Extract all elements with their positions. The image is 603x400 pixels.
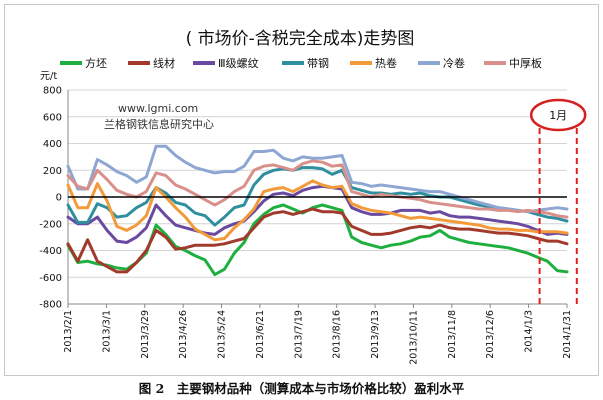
x-tick-label: 2013/11/8 [447, 310, 458, 359]
y-tick-label: 0 [56, 193, 62, 204]
x-tick-label: 2013/3/1 [101, 310, 112, 353]
plot-lines [66, 144, 569, 277]
legend: 方坯 线材 Ⅲ级螺纹 带钢 热卷 冷卷 中厚板 [60, 56, 542, 70]
gridlines [67, 89, 567, 305]
series-line-5 [66, 144, 569, 214]
y-axis-ticks: -800 -600 -400 -200 0 200 400 600 800 [39, 86, 62, 311]
legend-label-5: 冷卷 [443, 56, 465, 70]
y-axis-unit-label: 元/t [40, 71, 57, 82]
x-tick-label: 2013/8/16 [332, 310, 343, 359]
legend-label-4: 热卷 [375, 56, 397, 70]
series-line-4 [66, 179, 569, 242]
x-tick-label: 2014/1/31 [562, 310, 573, 359]
x-axis-ticks: 2013/2/1 2013/3/1 2013/3/29 2013/4/26 2013/5… [63, 304, 573, 365]
y-tick-label: 600 [43, 112, 62, 123]
y-tick-label: 400 [43, 139, 62, 150]
legend-label-1: 线材 [153, 56, 175, 70]
x-tick-label: 2013/5/24 [217, 310, 228, 359]
y-tick-label: 200 [43, 166, 62, 177]
watermark-org: 兰格钢铁信息研究中心 [104, 117, 214, 131]
x-tick-label: 2013/7/19 [293, 310, 304, 359]
y-tick-label: -600 [39, 273, 62, 284]
annotation-ellipse [529, 98, 587, 132]
january-annotation: 1月 [529, 98, 587, 304]
x-tick-label: 2013/3/29 [140, 310, 151, 359]
x-tick-label: 2013/9/13 [370, 310, 381, 359]
y-tick-label: 800 [43, 86, 62, 97]
y-tick-label: -200 [39, 219, 62, 230]
line-chart: ( 市场价-含税完全成本)走势图 方坯 线材 Ⅲ级螺纹 带钢 热卷 冷卷 中厚板 元/t -… [39, 29, 587, 365]
series-line-2 [66, 184, 569, 244]
legend-label-2: Ⅲ级螺纹 [218, 56, 259, 70]
watermark-url: www.lgmi.com [118, 102, 198, 115]
legend-label-0: 方坯 [85, 56, 107, 70]
y-tick-label: -400 [39, 246, 62, 257]
x-tick-label: 2014/1/3 [524, 310, 535, 353]
x-tick-label: 2013/2/1 [63, 310, 74, 353]
legend-label-3: 带钢 [307, 57, 329, 70]
x-tick-label: 2013/6/21 [255, 310, 266, 359]
y-tick-label: -800 [39, 300, 62, 311]
figure-caption: 图 2 主要钢材品种（测算成本与市场价格比较）盈利水平 [138, 381, 465, 396]
legend-label-6: 中厚板 [509, 56, 542, 70]
series-line-6 [66, 159, 569, 219]
x-tick-label: 2013/4/26 [178, 310, 189, 359]
annotation-label: 1月 [549, 109, 567, 122]
chart-frame [4, 4, 599, 376]
series-line-1 [66, 207, 569, 274]
series-line-3 [66, 166, 569, 227]
chart-title: ( 市场价-含税完全成本)走势图 [186, 29, 415, 49]
series-line-0 [66, 203, 569, 277]
x-tick-label: 2013/12/6 [485, 310, 496, 359]
x-tick-label: 2013/10/11 [408, 310, 419, 365]
